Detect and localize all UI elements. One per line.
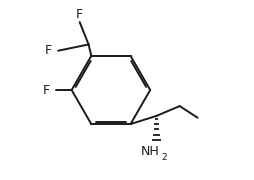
Text: F: F: [43, 84, 50, 96]
Text: F: F: [76, 8, 83, 21]
Text: F: F: [45, 44, 52, 57]
Text: 2: 2: [161, 153, 167, 162]
Text: NH: NH: [140, 145, 159, 158]
